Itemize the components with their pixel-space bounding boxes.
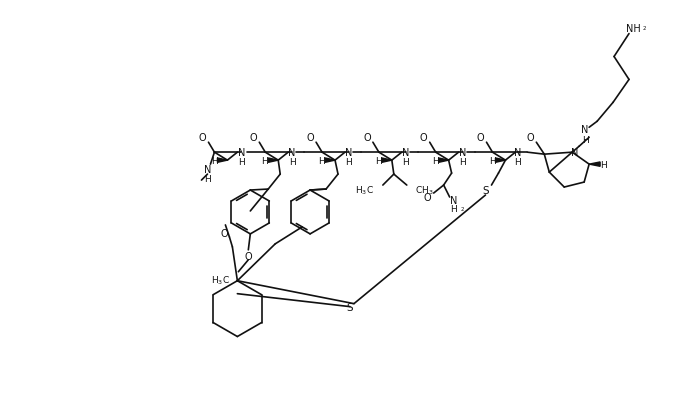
Text: N: N (345, 148, 353, 158)
Polygon shape (325, 158, 335, 163)
Text: $_2$: $_2$ (642, 24, 647, 33)
Text: N: N (459, 148, 466, 158)
Text: H: H (450, 205, 457, 214)
Text: H: H (432, 156, 438, 165)
Text: H$_3$C: H$_3$C (211, 274, 231, 286)
Text: N: N (581, 125, 589, 135)
Text: H: H (514, 157, 521, 166)
Text: N: N (289, 148, 296, 158)
Text: N: N (402, 148, 410, 158)
Text: O: O (250, 133, 257, 143)
Text: S: S (482, 186, 489, 196)
Text: H: H (211, 156, 218, 165)
Text: $_2$: $_2$ (460, 205, 464, 214)
Polygon shape (438, 158, 449, 163)
Text: H: H (402, 157, 409, 166)
Text: H: H (238, 157, 245, 166)
Text: O: O (221, 228, 228, 238)
Text: O: O (477, 133, 484, 143)
Text: H: H (289, 157, 295, 166)
Text: H: H (488, 156, 495, 165)
Text: H: H (582, 136, 588, 144)
Text: N: N (514, 148, 521, 158)
Text: CH$_3$: CH$_3$ (415, 184, 434, 197)
Polygon shape (382, 158, 392, 163)
Text: H: H (600, 160, 607, 169)
Text: H: H (318, 156, 325, 165)
Text: O: O (424, 192, 432, 203)
Text: H$_3$C: H$_3$C (355, 184, 374, 197)
Text: H: H (345, 157, 352, 166)
Text: S: S (347, 302, 353, 312)
Polygon shape (495, 158, 505, 163)
Text: H: H (459, 157, 466, 166)
Text: H: H (261, 156, 268, 165)
Text: O: O (198, 133, 207, 143)
Polygon shape (218, 158, 227, 163)
Text: H: H (204, 174, 211, 183)
Text: N: N (570, 148, 578, 158)
Text: O: O (306, 133, 314, 143)
Text: N: N (450, 196, 458, 205)
Text: O: O (363, 133, 371, 143)
Text: N: N (204, 165, 211, 175)
Text: NH: NH (626, 24, 640, 34)
Polygon shape (589, 162, 600, 167)
Text: O: O (527, 133, 534, 143)
Text: O: O (420, 133, 428, 143)
Text: H: H (375, 156, 382, 165)
Text: N: N (237, 148, 245, 158)
Polygon shape (268, 158, 278, 163)
Text: O: O (244, 251, 252, 261)
